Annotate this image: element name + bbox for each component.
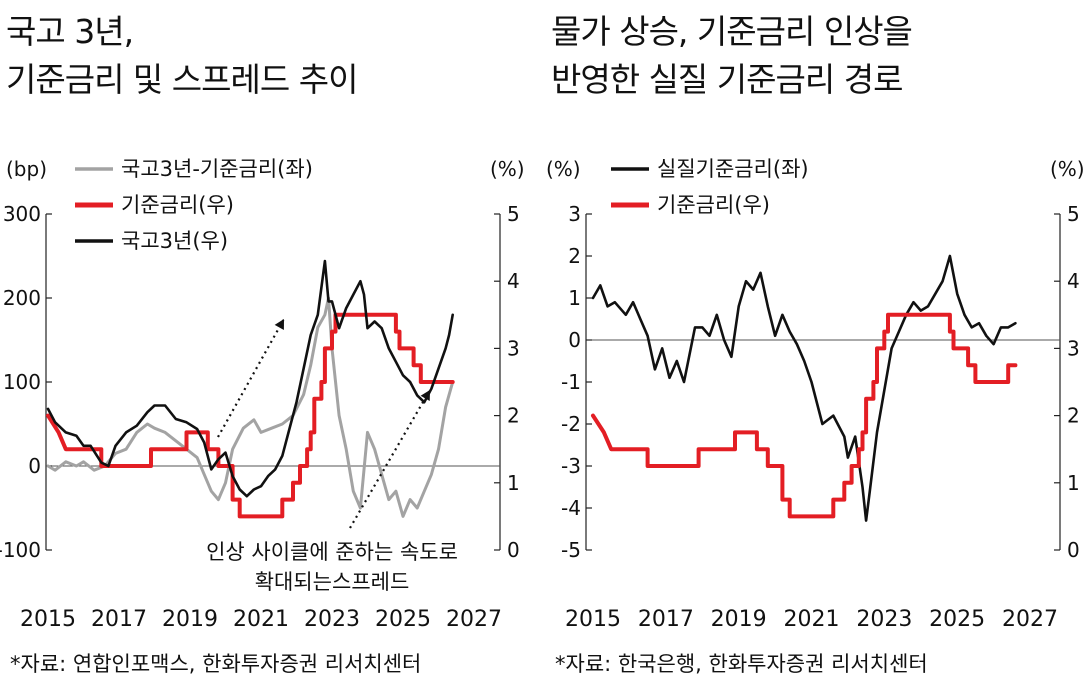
- x-axis-tick-label: 2017: [638, 607, 694, 632]
- left-axis-tick-label: 100: [3, 370, 41, 394]
- left-axis-tick-label: 3: [568, 202, 581, 226]
- x-axis-tick-label: 2021: [233, 607, 289, 632]
- right-axis-tick-label: 0: [507, 538, 520, 562]
- left-axis-tick-label: -3: [561, 454, 581, 478]
- left-axis-tick-label: 1: [568, 286, 581, 310]
- annotation-text: 확대되는스프레드: [255, 570, 410, 594]
- x-axis-tick-label: 2027: [1002, 607, 1058, 632]
- chart-panel-right: 물가 상승, 기준금리 인상을 반영한 실질 기준금리 경로 3 2 1 0 -1 -2 -…: [545, 0, 1091, 695]
- line-chart-spread: 300 200 100 0 -100 5 4 3 2 1 0 2015 2017 2019 2021 2023…: [0, 157, 525, 632]
- left-axis-tick-label: -2: [561, 412, 581, 436]
- legend-label: 국고3년(우): [121, 229, 228, 253]
- x-axis-tick-label: 2017: [91, 607, 147, 632]
- x-axis-tick-label: 2015: [20, 607, 76, 632]
- left-axis-tick-label: 0: [28, 454, 41, 478]
- series-line-1: [591, 312, 1018, 519]
- right-axis-tick-label: 2: [1067, 404, 1080, 428]
- x-axis-tick-label: 2025: [375, 607, 431, 632]
- left-axis-unit: (%): [546, 157, 581, 181]
- series-line-0: [591, 254, 1017, 522]
- series-line-0: [46, 296, 455, 518]
- right-axis-tick-label: 3: [507, 336, 520, 360]
- series-line-1: [46, 312, 455, 519]
- left-axis-tick-label: 0: [568, 328, 581, 352]
- chart-title-line: 반영한 실질 기준금리 경로: [551, 60, 903, 99]
- right-axis-tick-label: 5: [1067, 202, 1080, 226]
- legend-label: 실질기준금리(좌): [657, 157, 809, 181]
- left-axis-tick-label: 300: [3, 202, 41, 226]
- left-axis-tick-label: -5: [561, 538, 581, 562]
- right-axis-tick-label: 4: [1067, 269, 1080, 293]
- right-axis-unit: (%): [490, 157, 525, 181]
- left-axis-unit: (bp): [6, 157, 47, 181]
- annotation-arrow: [349, 389, 431, 529]
- right-axis-tick-label: 3: [1067, 336, 1080, 360]
- left-axis-tick-label: 2: [568, 244, 581, 268]
- left-axis-tick-label: -4: [561, 496, 581, 520]
- left-axis-tick-label: -1: [561, 370, 581, 394]
- annotation-arrowhead: [274, 319, 284, 330]
- x-axis-tick-label: 2019: [711, 607, 767, 632]
- x-axis-tick-label: 2019: [162, 607, 218, 632]
- right-axis-unit: (%): [1050, 157, 1085, 181]
- legend-label: 국고3년-기준금리(좌): [121, 157, 313, 181]
- right-axis-tick-label: 5: [507, 202, 520, 226]
- x-axis-tick-label: 2015: [565, 607, 621, 632]
- chart-title: 물가 상승, 기준금리 인상을 반영한 실질 기준금리 경로: [551, 8, 913, 104]
- chart-title-line: 국고 3년,: [6, 12, 134, 51]
- right-axis-tick-label: 4: [507, 269, 520, 293]
- chart-panel-left: 국고 3년, 기준금리 및 스프레드 추이 300 200 100 0 -100 5 4 3 2…: [0, 0, 540, 695]
- annotation-arrow: [217, 318, 285, 438]
- x-axis-tick-label: 2023: [304, 607, 360, 632]
- chart-title: 국고 3년, 기준금리 및 스프레드 추이: [6, 8, 358, 104]
- right-axis-tick-label: 2: [507, 404, 520, 428]
- right-axis-tick-label: 1: [1067, 471, 1080, 495]
- x-axis-tick-label: 2025: [929, 607, 985, 632]
- line-chart-real-rate: 3 2 1 0 -1 -2 -3 -4 -5 5 4 3 2 1 0 2015 2017 2019 2021 2023…: [546, 157, 1085, 632]
- legend-label: 기준금리(우): [657, 193, 770, 217]
- right-axis-tick-label: 0: [1067, 538, 1080, 562]
- series-line-2: [46, 259, 454, 498]
- annotation-arrowhead: [420, 390, 430, 401]
- left-axis-tick-label: -100: [0, 538, 41, 562]
- left-axis-tick-label: 200: [3, 286, 41, 310]
- legend-label: 기준금리(우): [121, 193, 234, 217]
- source-note: *자료: 연합인포맥스, 한화투자증권 리서치센터: [10, 652, 422, 676]
- right-axis-tick-label: 1: [507, 471, 520, 495]
- source-note: *자료: 한국은행, 한화투자증권 리서치센터: [555, 652, 928, 676]
- chart-title-line: 물가 상승, 기준금리 인상을: [551, 12, 913, 51]
- chart-title-line: 기준금리 및 스프레드 추이: [6, 60, 358, 99]
- x-axis-tick-label: 2021: [784, 607, 840, 632]
- x-axis-tick-label: 2027: [446, 607, 502, 632]
- annotation-text: 인상 사이클에 준하는 속도로: [206, 540, 458, 564]
- x-axis-tick-label: 2023: [856, 607, 912, 632]
